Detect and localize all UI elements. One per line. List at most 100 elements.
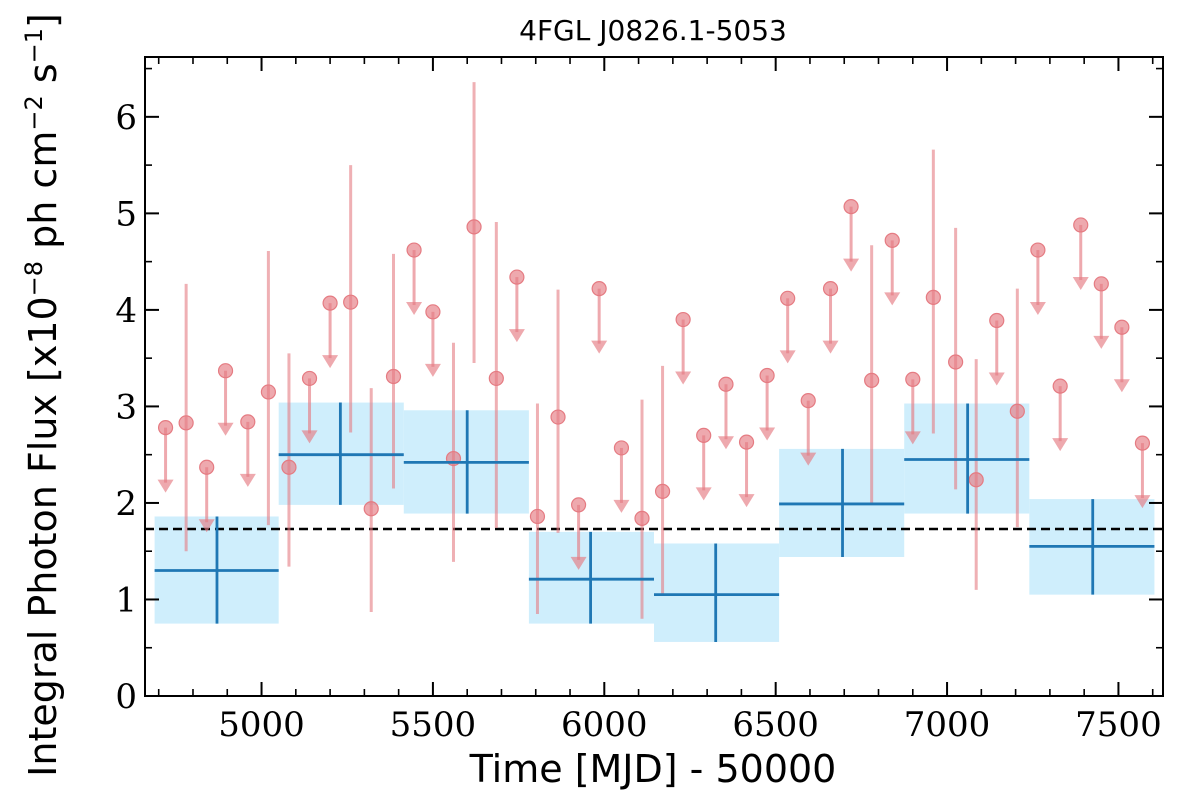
upper-limit-arrow-head: [198, 519, 215, 533]
yearly-bands: [154, 402, 1155, 642]
monthly-point: [466, 219, 482, 235]
monthly-point: [1009, 403, 1025, 419]
upper-limit-arrow-head: [988, 372, 1005, 386]
y-axis-title: Integral Photon Flux [x10−8 ph cm−2 s−1]: [20, 13, 65, 777]
chart-title: 4FGL J0826.1-5053: [519, 14, 787, 47]
monthly-point: [488, 370, 504, 387]
y-axis-title-exp2: −2: [20, 95, 48, 130]
y-axis-title-exp3: −1: [20, 28, 48, 63]
y-axis-title-mid2: s: [21, 63, 65, 95]
y-tick-label: 2: [115, 484, 137, 524]
monthly-point: [800, 393, 816, 409]
upper-limit-arrow-head: [717, 436, 734, 450]
monthly-point: [157, 420, 174, 436]
y-axis-title-mid: ph cm: [21, 131, 65, 261]
x-axis-title: Time [MJD] - 50000: [469, 747, 837, 791]
monthly-point: [884, 232, 900, 248]
x-tick-label: 7500: [1075, 705, 1162, 745]
upper-limit-arrow-head: [322, 355, 339, 369]
monthly-point: [1030, 242, 1046, 258]
upper-limit-arrow-head: [508, 329, 525, 343]
monthly-point: [925, 289, 941, 305]
monthly-point: [843, 199, 859, 215]
monthly-point: [406, 242, 422, 258]
monthly-point: [199, 459, 215, 475]
monthly-point: [529, 508, 546, 525]
x-tick-label: 6500: [732, 705, 819, 745]
y-tick-label: 1: [115, 580, 137, 620]
upper-limit-arrow-head: [800, 452, 817, 466]
upper-limit-arrow-head: [406, 302, 423, 316]
monthly-point: [634, 510, 650, 526]
monthly-point: [822, 281, 839, 297]
monthly-point: [1052, 378, 1068, 394]
x-tick-label: 7000: [904, 705, 991, 745]
monthly-point: [1114, 319, 1130, 335]
upper-limit-arrow-head: [424, 363, 441, 377]
monthly-point: [738, 434, 755, 450]
monthly-point: [613, 440, 630, 456]
monthly-point: [948, 354, 964, 370]
monthly-point: [322, 295, 338, 311]
upper-limit-arrow-head: [675, 371, 692, 385]
upper-limit-arrow-head: [217, 422, 234, 436]
monthly-point: [654, 483, 671, 499]
monthly-point: [281, 459, 297, 475]
y-axis-title-end: ]: [21, 13, 65, 28]
upper-limit-arrow-head: [591, 340, 608, 354]
upper-limit-arrow-head: [1072, 276, 1089, 290]
monthly-points: [157, 82, 1151, 619]
y-tick-label: 5: [115, 194, 137, 234]
monthly-point: [675, 311, 691, 328]
monthly-point: [363, 501, 379, 517]
upper-limit-arrow-head: [695, 487, 712, 501]
monthly-point: [217, 363, 234, 379]
monthly-point: [385, 368, 402, 385]
monthly-point: [1093, 276, 1109, 292]
monthly-point: [989, 312, 1005, 329]
x-tick-label: 6000: [561, 705, 648, 745]
upper-limit-arrow-head: [157, 479, 174, 493]
upper-limit-arrow-head: [570, 556, 587, 570]
upper-limit-arrow-head: [613, 499, 630, 513]
monthly-point: [260, 384, 276, 400]
upper-limit-arrow-head: [822, 340, 839, 354]
upper-limit-arrow-head: [904, 431, 921, 445]
monthly-point: [1134, 435, 1151, 451]
axis-ticks: 5000 5500 6000 6500 7000 7500 0 1 2 3 4 5 6: [115, 57, 1163, 745]
y-axis-title-exp1: −8: [20, 261, 48, 296]
monthly-point: [968, 472, 984, 488]
upper-limit-arrow-head: [301, 430, 318, 444]
monthly-point: [696, 427, 712, 443]
upper-limit-arrow-head: [239, 473, 256, 487]
upper-limit-arrow-head: [1093, 335, 1110, 349]
monthly-point: [343, 294, 359, 310]
upper-limit-arrow-head: [738, 494, 755, 508]
monthly-point: [178, 415, 194, 431]
upper-limit-arrow-head: [779, 350, 796, 364]
monthly-point: [591, 281, 607, 297]
upper-limit-arrow-head: [1029, 302, 1046, 316]
y-tick-label: 0: [115, 677, 137, 717]
y-axis-title-text: Integral Photon Flux [x10: [21, 296, 65, 777]
monthly-point: [301, 370, 318, 387]
upper-limit-arrow-head: [843, 258, 860, 272]
yearly-points: [154, 402, 1155, 642]
monthly-point: [509, 269, 525, 285]
x-tick-label: 5000: [218, 705, 305, 745]
x-tick-label: 5500: [390, 705, 477, 745]
monthly-point: [425, 304, 441, 320]
plot-frame: [144, 56, 1164, 697]
upper-limit-arrow-head: [884, 292, 901, 306]
monthly-point: [718, 376, 734, 392]
monthly-point: [240, 414, 256, 430]
upper-limit-arrow-head: [1134, 495, 1151, 509]
y-tick-label: 3: [115, 387, 137, 427]
monthly-point: [780, 290, 796, 306]
monthly-point: [550, 409, 566, 425]
monthly-point: [570, 497, 587, 513]
upper-limit-arrow-head: [1113, 379, 1130, 393]
y-tick-label: 4: [115, 291, 137, 331]
monthly-point: [864, 372, 880, 388]
